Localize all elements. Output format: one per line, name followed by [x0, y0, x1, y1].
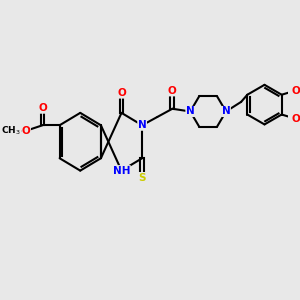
- Text: CH$_3$: CH$_3$: [1, 124, 21, 137]
- Text: O: O: [38, 103, 47, 113]
- Text: O: O: [168, 86, 177, 96]
- Text: O: O: [22, 126, 30, 136]
- Text: N: N: [138, 120, 146, 130]
- Text: N: N: [186, 106, 195, 116]
- Text: O: O: [117, 88, 126, 98]
- Text: NH: NH: [113, 166, 130, 176]
- Text: O: O: [291, 85, 300, 96]
- Text: S: S: [138, 172, 146, 182]
- Text: N: N: [222, 106, 230, 116]
- Text: O: O: [291, 114, 300, 124]
